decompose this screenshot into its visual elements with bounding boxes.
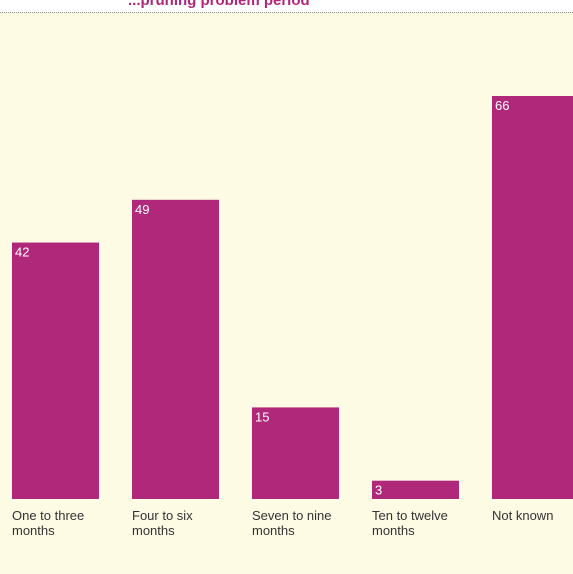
x-tick-label-line: Four to six [132, 508, 193, 523]
x-tick-label-line: Seven to nine [252, 508, 332, 523]
bar-value-label: 3 [375, 483, 382, 498]
x-tick-label-line: months [132, 523, 175, 538]
bar-value-label: 42 [15, 245, 29, 260]
bar-2 [252, 407, 339, 499]
title-divider [0, 12, 573, 13]
x-tick-label-line: months [372, 523, 415, 538]
chart-title-strip: ...pruning problem period [0, 0, 573, 12]
x-tick-label: One to three months [12, 508, 84, 538]
x-tick-label-line: Ten to twelve [372, 508, 448, 523]
chart-title: ...pruning problem period [128, 0, 310, 9]
x-tick-label: Four to six months [132, 508, 193, 538]
x-tick-label: Ten to twelve months [372, 508, 448, 538]
bar-1 [132, 199, 219, 499]
x-tick-label-line: Not known [492, 508, 553, 523]
x-tick-label: Seven to nine months [252, 508, 332, 538]
x-tick-label-line: months [252, 523, 295, 538]
bar-value-label: 15 [255, 409, 269, 424]
bar-value-label: 66 [495, 98, 509, 113]
bar-4 [492, 96, 573, 499]
bar-0 [12, 242, 99, 499]
bar-3 [372, 480, 459, 499]
x-tick-label: Not known [492, 508, 553, 523]
bar-value-label: 49 [135, 202, 149, 217]
x-tick-label-line: months [12, 523, 55, 538]
chart-panel: 42 One to three months 49 Four to six months 1… [0, 13, 573, 574]
x-tick-label-line: One to three [12, 508, 84, 523]
